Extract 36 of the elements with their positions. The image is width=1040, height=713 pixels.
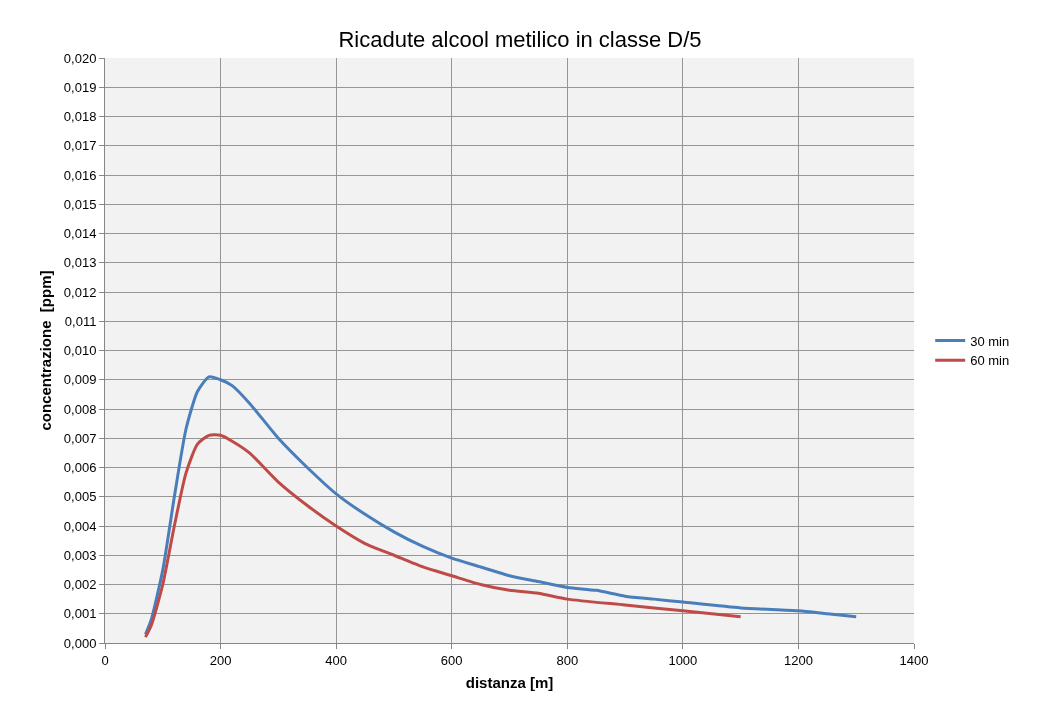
x-tick-label: 400 bbox=[325, 652, 347, 668]
y-tick-label: 0,018 bbox=[63, 109, 97, 125]
y-tick-label: 0,006 bbox=[63, 460, 97, 476]
y-tick-label: 0,001 bbox=[63, 606, 97, 622]
y-tick-label: 0,000 bbox=[63, 635, 97, 651]
y-tick-label: 0,013 bbox=[63, 255, 97, 271]
chart-title: Ricadute alcool metilico in classe D/5 bbox=[338, 27, 702, 53]
y-tick-label: 0,003 bbox=[63, 547, 97, 563]
y-tick-label: 0,008 bbox=[63, 401, 97, 417]
y-tick-label: 0,011 bbox=[64, 313, 97, 329]
y-tick-label: 0,014 bbox=[63, 226, 97, 242]
x-tick-label: 1400 bbox=[899, 652, 929, 668]
x-tick-label: 200 bbox=[209, 652, 232, 668]
y-tick-label: 0,005 bbox=[63, 489, 97, 505]
x-tick-label: 800 bbox=[556, 652, 579, 668]
y-tick-label: 0,009 bbox=[63, 372, 97, 388]
x-tick-label: 1000 bbox=[668, 652, 698, 668]
y-tick-label: 0,004 bbox=[63, 518, 97, 534]
y-tick-label: 0,007 bbox=[63, 430, 97, 446]
y-tick-label: 0,010 bbox=[63, 343, 97, 359]
y-tick-label: 0,017 bbox=[63, 138, 97, 154]
legend-label: 30 min bbox=[970, 333, 1010, 349]
y-tick-label: 0,016 bbox=[63, 167, 97, 183]
line-series bbox=[143, 433, 743, 639]
x-axis-title: distanza [m] bbox=[465, 673, 554, 691]
legend-label: 60 min bbox=[970, 353, 1010, 369]
y-tick-label: 0,002 bbox=[63, 577, 97, 593]
y-tick-label: 0,019 bbox=[63, 79, 97, 95]
x-tick-label: 1200 bbox=[783, 652, 813, 668]
y-tick-label: 0,020 bbox=[63, 50, 97, 66]
y-tick-label: 0,012 bbox=[63, 284, 97, 300]
y-tick-label: 0,015 bbox=[63, 196, 97, 212]
line-series bbox=[143, 375, 858, 636]
x-tick-label: 600 bbox=[440, 652, 463, 668]
x-tick-label: 0 bbox=[101, 652, 109, 668]
y-axis-title: concentrazione [ppm] bbox=[37, 270, 55, 431]
